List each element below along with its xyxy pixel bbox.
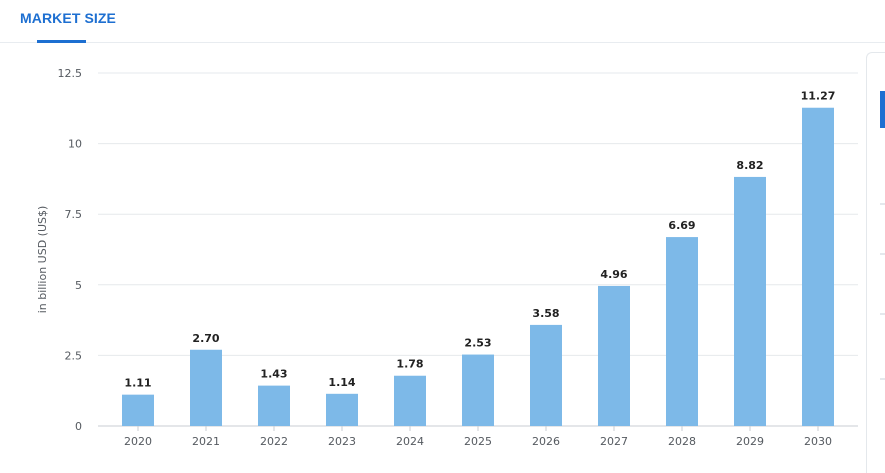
- x-tick-label: 2025: [464, 435, 492, 448]
- bar-2025: [462, 355, 494, 426]
- side-panel-divider: [880, 378, 885, 380]
- side-panel-divider: [880, 203, 885, 205]
- bar-value-label: 6.69: [668, 219, 695, 232]
- bar-2027: [598, 286, 630, 426]
- y-tick-label: 7.5: [65, 208, 83, 221]
- bar-value-label: 1.78: [396, 358, 423, 371]
- side-panel-divider: [880, 253, 885, 255]
- y-tick-label: 12.5: [58, 67, 83, 80]
- market-size-bar-chart: 0 2.5 5 7.5 10 12.5 in billion USD (US$) 1.11 20…: [0, 0, 860, 470]
- bar-value-label: 11.27: [801, 90, 836, 103]
- bar-value-label: 4.96: [600, 268, 627, 281]
- bar-value-label: 8.82: [736, 159, 763, 172]
- x-tick-label: 2026: [532, 435, 560, 448]
- bar-value-label: 2.70: [192, 332, 219, 345]
- bar-value-label: 1.11: [124, 377, 151, 390]
- x-tick-label: 2024: [396, 435, 424, 448]
- x-tick-label: 2027: [600, 435, 628, 448]
- bar-2022: [258, 386, 290, 426]
- bar-2023: [326, 394, 358, 426]
- bar-2028: [666, 237, 698, 426]
- y-tick-label: 10: [68, 138, 82, 151]
- side-panel-divider: [880, 313, 885, 315]
- bar-2021: [190, 350, 222, 426]
- y-axis-label: in billion USD (US$): [36, 206, 49, 314]
- bar-value-label: 1.43: [260, 368, 287, 381]
- bar-2024: [394, 376, 426, 426]
- bar-value-label: 1.14: [328, 376, 355, 389]
- y-tick-label: 2.5: [65, 349, 83, 362]
- bar-value-label: 3.58: [532, 307, 559, 320]
- y-tick-label: 5: [75, 279, 82, 292]
- bar-value-label: 2.53: [464, 337, 491, 350]
- bar-2029: [734, 177, 766, 426]
- x-tick-label: 2020: [124, 435, 152, 448]
- x-tick-label: 2030: [804, 435, 832, 448]
- bar-2030: [802, 108, 834, 426]
- x-tick-label: 2022: [260, 435, 288, 448]
- x-tick-label: 2029: [736, 435, 764, 448]
- x-tick-label: 2023: [328, 435, 356, 448]
- bar-2020: [122, 395, 154, 426]
- y-tick-label: 0: [75, 420, 82, 433]
- x-tick-label: 2021: [192, 435, 220, 448]
- side-panel-active-indicator[interactable]: [880, 91, 885, 128]
- bar-2026: [530, 325, 562, 426]
- x-tick-label: 2028: [668, 435, 696, 448]
